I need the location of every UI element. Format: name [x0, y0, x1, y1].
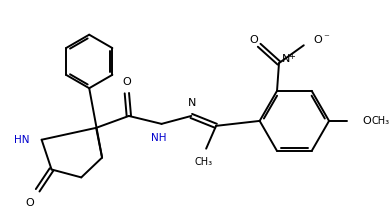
Text: O: O [362, 116, 371, 126]
Text: N: N [282, 54, 290, 64]
Text: O: O [250, 35, 259, 45]
Text: N: N [188, 98, 197, 108]
Text: ⁻: ⁻ [324, 33, 330, 43]
Text: NH: NH [151, 133, 166, 143]
Text: +: + [289, 52, 295, 61]
Text: O: O [122, 77, 131, 87]
Text: O: O [25, 198, 34, 208]
Text: HN: HN [14, 135, 30, 145]
Text: O: O [313, 35, 322, 45]
Text: CH₃: CH₃ [194, 156, 212, 167]
Text: CH₃: CH₃ [372, 116, 390, 126]
